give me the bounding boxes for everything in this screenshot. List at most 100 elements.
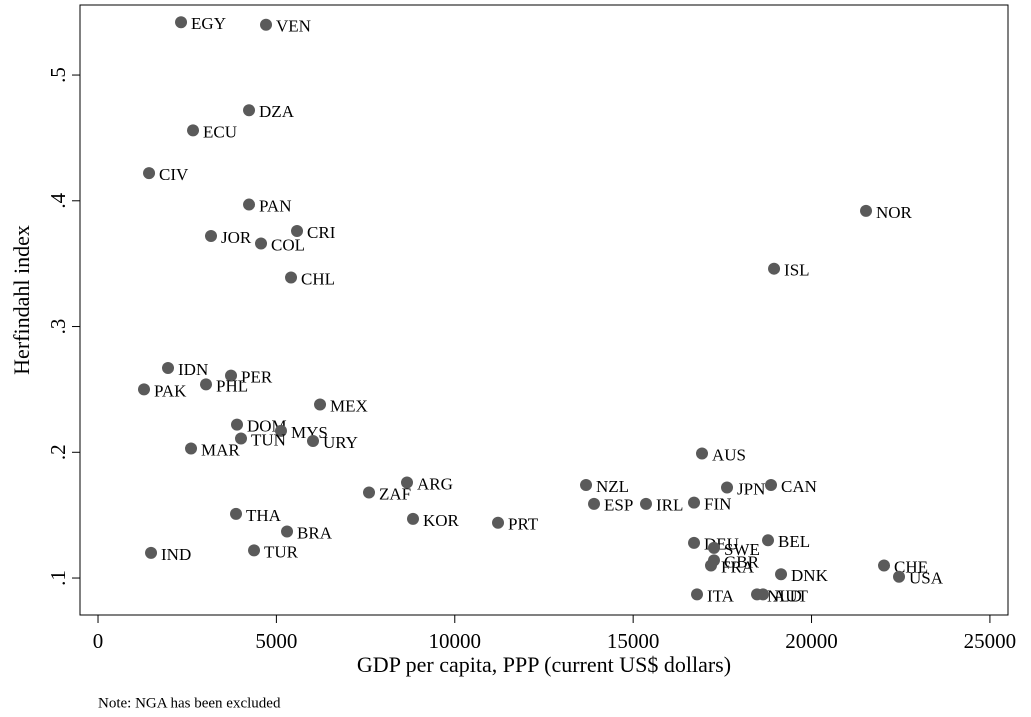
point — [688, 536, 701, 549]
point-label: ITA — [707, 586, 735, 605]
point-label: PAK — [154, 381, 187, 400]
x-tick-label: 15000 — [607, 629, 660, 653]
point-label: CIV — [159, 165, 189, 184]
point-label: PHL — [216, 376, 248, 395]
plot-frame — [79, 4, 1009, 616]
point — [893, 570, 906, 583]
point-label: MEX — [330, 396, 368, 415]
point — [243, 198, 256, 211]
point — [768, 262, 781, 275]
x-tick-label: 0 — [93, 629, 104, 653]
y-tick-label: .2 — [46, 444, 70, 460]
point-label: IND — [161, 545, 191, 564]
point — [260, 18, 273, 31]
point-label: USA — [909, 569, 944, 588]
point — [248, 544, 261, 557]
point — [757, 588, 770, 601]
point — [225, 369, 238, 382]
point — [775, 568, 788, 581]
point-label: PAN — [259, 196, 291, 215]
point — [406, 512, 419, 525]
point — [200, 378, 213, 391]
point — [691, 588, 704, 601]
point — [175, 16, 188, 29]
y-tick-label: .5 — [46, 67, 70, 83]
point — [255, 237, 268, 250]
point — [235, 432, 248, 445]
point-label: DNK — [791, 566, 829, 585]
x-tick-label: 5000 — [255, 629, 297, 653]
point — [765, 478, 778, 491]
point — [588, 497, 601, 510]
point — [230, 507, 243, 520]
point-label: JOR — [221, 228, 252, 247]
point-label: GBR — [724, 552, 760, 571]
point — [492, 516, 505, 529]
point-label: SWE — [724, 540, 760, 559]
y-tick-label: .3 — [46, 319, 70, 335]
point — [205, 229, 218, 242]
point-label: ZAF — [379, 484, 411, 503]
point-label: BRA — [297, 523, 333, 542]
point — [187, 124, 200, 137]
point — [281, 525, 294, 538]
point-label: IRL — [656, 496, 683, 515]
point — [145, 546, 158, 559]
point — [185, 442, 198, 455]
point — [143, 167, 156, 180]
point — [639, 497, 652, 510]
point — [243, 104, 256, 117]
point — [291, 224, 304, 237]
point-label: TUN — [251, 430, 286, 449]
point-label: CRI — [307, 223, 336, 242]
point-label: NLD — [767, 586, 802, 605]
point-label: MYS — [291, 423, 328, 442]
point-label: BEL — [778, 532, 810, 551]
point — [231, 418, 244, 431]
point-label: ISL — [784, 261, 810, 280]
point — [401, 476, 414, 489]
point-label: KOR — [423, 511, 460, 530]
point-label: AUS — [712, 445, 746, 464]
point — [860, 204, 873, 217]
point-label: CHL — [301, 269, 335, 288]
point-label: JPN — [737, 479, 765, 498]
point — [274, 424, 287, 437]
point-label: PER — [241, 367, 273, 386]
point-label: NZL — [596, 477, 629, 496]
point — [696, 447, 709, 460]
point-label: FIN — [704, 494, 731, 513]
point-label: ESP — [604, 496, 633, 515]
point-label: ARG — [417, 474, 453, 493]
y-tick-label: .1 — [46, 570, 70, 586]
y-tick-label: .4 — [46, 192, 70, 208]
point-label: THA — [246, 506, 282, 525]
point — [162, 362, 175, 375]
point — [363, 486, 376, 499]
point-label: TUR — [264, 542, 299, 561]
point — [762, 534, 775, 547]
point-label: ECU — [203, 122, 237, 141]
point — [306, 434, 319, 447]
point-label: NOR — [876, 203, 913, 222]
point-label: COL — [271, 235, 305, 254]
point — [707, 541, 720, 554]
point-label: IDN — [178, 360, 208, 379]
point — [314, 398, 327, 411]
point-label: FRA — [721, 557, 755, 576]
x-tick-label: 25000 — [964, 629, 1017, 653]
x-tick-label: 20000 — [785, 629, 838, 653]
point-label: PRT — [508, 515, 539, 534]
point-label: AUT — [773, 586, 809, 605]
point — [704, 559, 717, 572]
point — [688, 496, 701, 509]
point — [285, 271, 298, 284]
point — [138, 383, 151, 396]
point-label: EGY — [191, 14, 226, 33]
point-label: VEN — [276, 17, 311, 36]
point-label: URY — [323, 433, 358, 452]
point — [878, 559, 891, 572]
point — [580, 478, 593, 491]
point-label: CHE — [894, 557, 928, 576]
